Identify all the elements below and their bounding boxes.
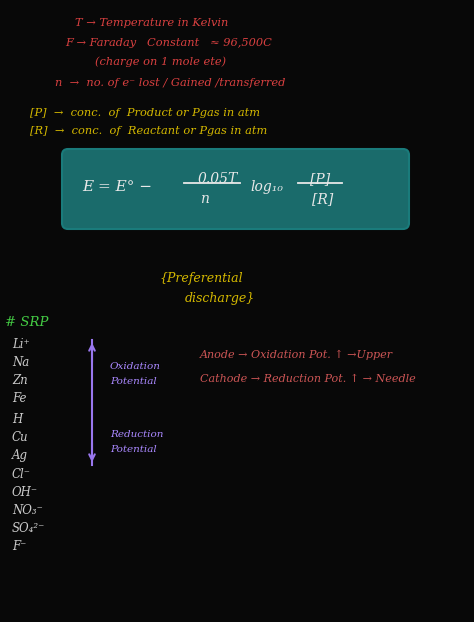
Text: H: H (12, 413, 22, 426)
Text: Fe: Fe (12, 392, 27, 405)
Text: [R]: [R] (312, 192, 333, 206)
Text: n  →  no. of e⁻ lost / Gained /transferred: n → no. of e⁻ lost / Gained /transferred (55, 78, 285, 88)
Text: Cl⁻: Cl⁻ (12, 468, 31, 481)
Text: Cathode → Reduction Pot. ↑ → Needle: Cathode → Reduction Pot. ↑ → Needle (200, 374, 416, 384)
Text: Potential: Potential (110, 377, 157, 386)
Text: [P]: [P] (310, 172, 330, 186)
Text: Potential: Potential (110, 445, 157, 454)
Text: Reduction: Reduction (110, 430, 164, 439)
Text: NO₃⁻: NO₃⁻ (12, 504, 43, 517)
Text: [P]  →  conc.  of  Product or Pgas in atm: [P] → conc. of Product or Pgas in atm (30, 108, 260, 118)
Text: (charge on 1 mole ete): (charge on 1 mole ete) (95, 56, 226, 67)
Text: {Preferential: {Preferential (160, 272, 244, 285)
Text: # SRP: # SRP (5, 316, 48, 329)
Text: Zn: Zn (12, 374, 28, 387)
Text: Na: Na (12, 356, 29, 369)
Text: OH⁻: OH⁻ (12, 486, 38, 499)
Text: F → Faraday   Constant   ≈ 96,500C: F → Faraday Constant ≈ 96,500C (65, 38, 272, 48)
Text: Cu: Cu (12, 431, 28, 444)
Text: Ag: Ag (12, 449, 28, 462)
Text: n: n (200, 192, 209, 206)
Text: Li⁺: Li⁺ (12, 338, 30, 351)
Text: [R]  →  conc.  of  Reactant or Pgas in atm: [R] → conc. of Reactant or Pgas in atm (30, 126, 267, 136)
Text: T → Temperature in Kelvin: T → Temperature in Kelvin (75, 18, 228, 28)
Text: 0.05T: 0.05T (198, 172, 238, 186)
Text: discharge}: discharge} (185, 292, 255, 305)
Text: Anode → Oxidation Pot. ↑ →Upper: Anode → Oxidation Pot. ↑ →Upper (200, 350, 393, 360)
Text: SO₄²⁻: SO₄²⁻ (12, 522, 46, 535)
Text: log₁₀: log₁₀ (250, 180, 283, 194)
Text: E = E° −: E = E° − (82, 180, 152, 194)
Text: Oxidation: Oxidation (110, 362, 161, 371)
FancyBboxPatch shape (62, 149, 409, 229)
Text: F⁻: F⁻ (12, 540, 27, 553)
